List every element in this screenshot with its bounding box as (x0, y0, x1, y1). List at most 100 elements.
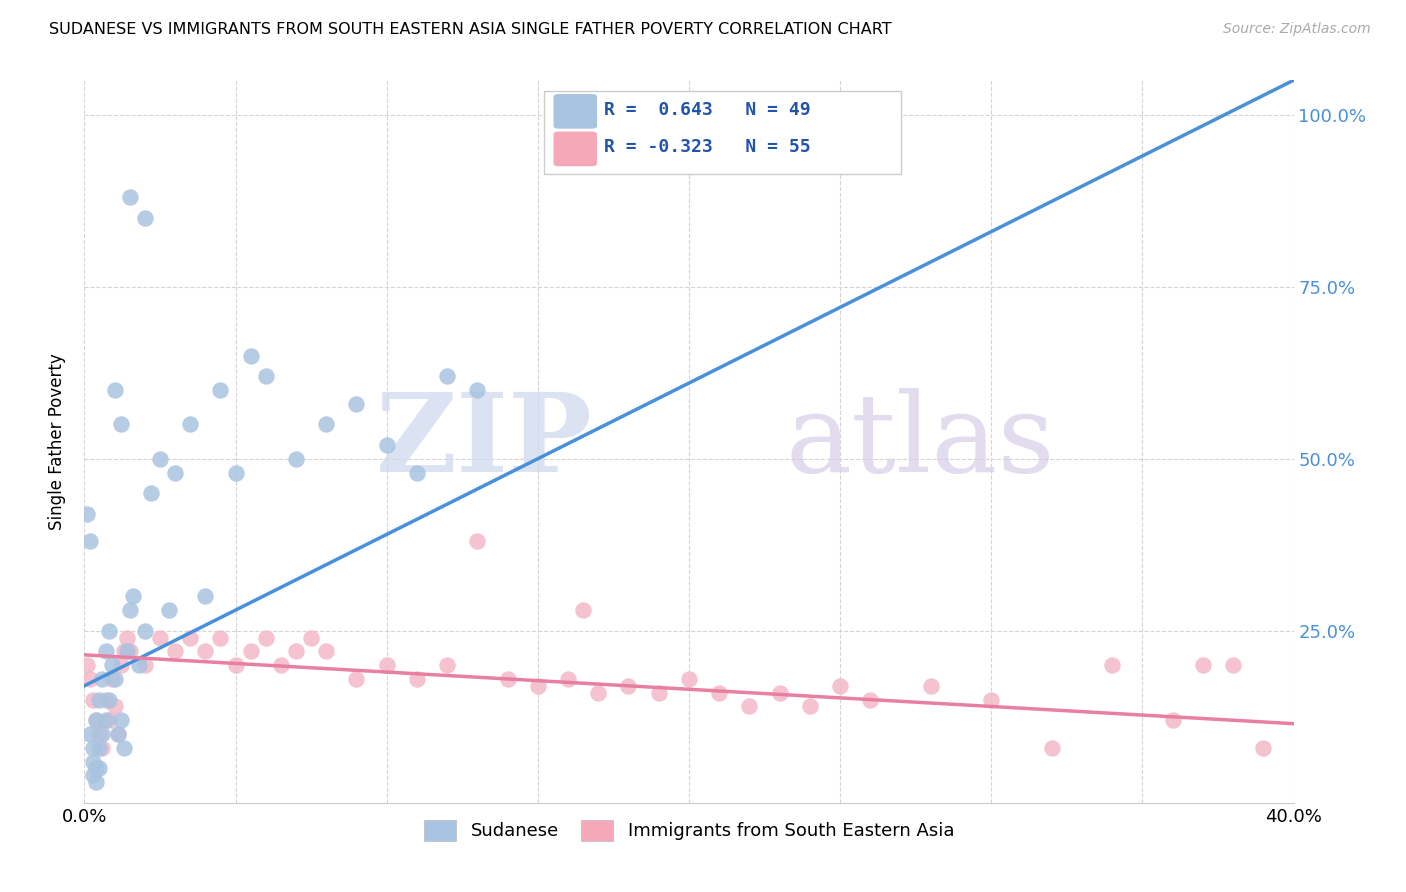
Point (128, 658, 150, 673)
Point (79, 534, 101, 549)
Point (86, 713, 108, 727)
Point (82, 768, 104, 782)
Point (375, 438, 398, 452)
Point (830, 679, 852, 693)
Point (100, 658, 122, 673)
Point (270, 658, 292, 673)
Text: atlas: atlas (786, 388, 1056, 495)
Text: SUDANESE VS IMMIGRANTS FROM SOUTH EASTERN ASIA SINGLE FATHER POVERTY CORRELATION: SUDANESE VS IMMIGRANTS FROM SOUTH EASTER… (49, 22, 891, 37)
Point (76, 507, 98, 521)
Point (79, 727, 101, 741)
Point (104, 672, 127, 686)
Point (769, 686, 792, 700)
Point (527, 679, 550, 693)
Point (112, 740, 135, 755)
Point (859, 692, 882, 706)
Point (648, 686, 671, 700)
Point (76, 658, 98, 673)
Point (86, 775, 108, 789)
Point (315, 644, 337, 658)
Point (89, 761, 111, 775)
Point (94, 692, 117, 706)
Point (285, 451, 308, 466)
Point (79, 672, 101, 686)
Point (194, 644, 217, 658)
FancyBboxPatch shape (554, 132, 598, 166)
Point (149, 451, 172, 466)
Point (1253, 740, 1275, 755)
Point (94, 713, 117, 727)
Text: R = -0.323   N = 55: R = -0.323 N = 55 (605, 138, 811, 156)
Point (346, 397, 368, 411)
Point (209, 383, 232, 397)
Point (134, 624, 156, 638)
Point (1161, 713, 1184, 727)
Point (89, 692, 111, 706)
Point (588, 686, 610, 700)
Point (121, 590, 143, 604)
Point (104, 383, 127, 397)
Point (179, 631, 201, 645)
Point (467, 383, 489, 397)
Point (239, 644, 262, 658)
Point (104, 699, 127, 714)
Point (89, 727, 111, 741)
Point (920, 679, 942, 693)
Point (118, 190, 141, 204)
Point (112, 644, 135, 658)
Point (165, 466, 187, 480)
Point (97, 713, 120, 727)
Point (799, 699, 821, 714)
Point (239, 349, 262, 363)
Point (1101, 658, 1123, 673)
Point (1040, 740, 1063, 755)
Point (375, 658, 398, 673)
Point (107, 727, 129, 741)
Point (139, 486, 162, 500)
Point (107, 727, 129, 741)
Point (89, 740, 111, 755)
Point (157, 603, 180, 617)
Point (557, 672, 579, 686)
Point (709, 686, 731, 700)
Point (91, 727, 114, 741)
Legend: Sudanese, Immigrants from South Eastern Asia: Sudanese, Immigrants from South Eastern … (416, 813, 962, 848)
Point (1192, 658, 1215, 673)
Point (86, 761, 108, 775)
Point (617, 679, 640, 693)
Point (110, 713, 132, 727)
Point (115, 644, 138, 658)
Point (467, 534, 489, 549)
Point (118, 644, 141, 658)
Point (118, 603, 141, 617)
Point (134, 658, 156, 673)
Text: Source: ZipAtlas.com: Source: ZipAtlas.com (1223, 22, 1371, 37)
Point (406, 466, 429, 480)
Y-axis label: Single Father Poverty: Single Father Poverty (48, 353, 66, 530)
Point (165, 644, 187, 658)
Point (436, 369, 458, 384)
Point (110, 417, 132, 432)
Point (149, 631, 172, 645)
Point (346, 672, 368, 686)
Point (134, 211, 156, 225)
Point (179, 417, 201, 432)
Point (86, 713, 108, 727)
Point (285, 644, 308, 658)
Point (97, 692, 120, 706)
Point (572, 603, 595, 617)
Point (254, 631, 277, 645)
Point (406, 672, 429, 686)
Point (100, 672, 122, 686)
Point (225, 466, 247, 480)
Point (738, 699, 761, 714)
Text: ZIP: ZIP (375, 388, 592, 495)
Point (94, 644, 117, 658)
Point (980, 692, 1002, 706)
Point (91, 672, 114, 686)
Point (209, 631, 232, 645)
Text: R =  0.643   N = 49: R = 0.643 N = 49 (605, 101, 811, 119)
Point (436, 658, 458, 673)
Point (82, 740, 104, 755)
Point (194, 590, 217, 604)
